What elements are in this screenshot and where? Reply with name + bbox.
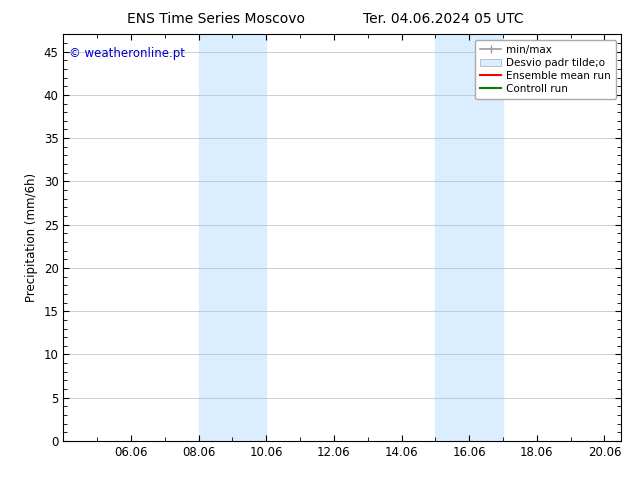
Text: ENS Time Series Moscovo: ENS Time Series Moscovo (127, 12, 304, 26)
Bar (198, 34, 266, 441)
Text: Ter. 04.06.2024 05 UTC: Ter. 04.06.2024 05 UTC (363, 12, 524, 26)
Y-axis label: Precipitation (mm/6h): Precipitation (mm/6h) (25, 173, 38, 302)
Text: © weatheronline.pt: © weatheronline.pt (69, 47, 185, 59)
Legend: min/max, Desvio padr tilde;o, Ensemble mean run, Controll run: min/max, Desvio padr tilde;o, Ensemble m… (475, 40, 616, 99)
Bar (436, 34, 503, 441)
